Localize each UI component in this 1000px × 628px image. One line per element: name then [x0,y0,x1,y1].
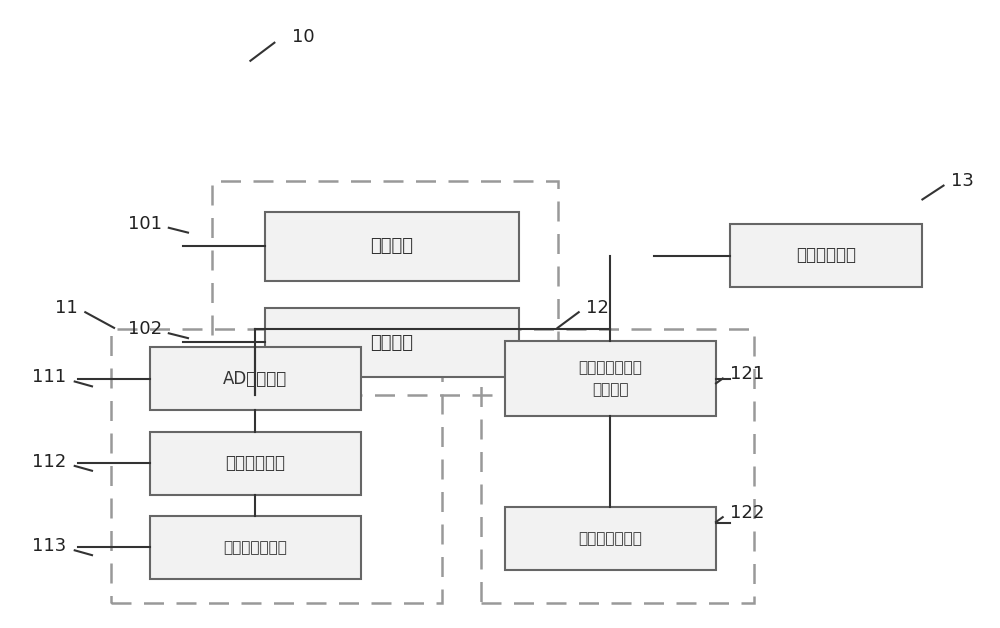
Bar [505,341,716,416]
Text: 13: 13 [951,172,974,190]
Bar [730,224,922,287]
Text: 122: 122 [730,504,765,522]
Text: 投射电容感应器: 投射电容感应器 [578,531,642,546]
Text: AD转换模块: AD转换模块 [223,370,287,388]
Text: 10: 10 [292,28,315,46]
Text: 11: 11 [55,299,78,317]
Text: 113: 113 [32,537,66,555]
Text: 112: 112 [32,453,66,471]
Text: 12: 12 [586,299,609,317]
Bar [481,329,754,604]
Text: 放大电路模块: 放大电路模块 [225,454,285,472]
Bar [265,212,519,281]
Bar [150,347,361,411]
Bar [505,507,716,570]
Bar [150,516,361,579]
Bar [111,329,442,604]
Bar [212,181,558,396]
Text: 102: 102 [128,320,162,338]
Text: 121: 121 [730,365,765,383]
Bar [150,431,361,495]
Text: 111: 111 [32,368,66,386]
Text: 101: 101 [128,215,162,232]
Text: 判断模块: 判断模块 [370,237,414,255]
Text: 投射电容感应器
控制芯片: 投射电容感应器 控制芯片 [578,360,642,398]
Bar [265,308,519,377]
Text: 计算模块: 计算模块 [370,333,414,352]
Text: 电源管理模块: 电源管理模块 [796,246,856,264]
Text: 压电传感器模块: 压电传感器模块 [223,540,287,555]
